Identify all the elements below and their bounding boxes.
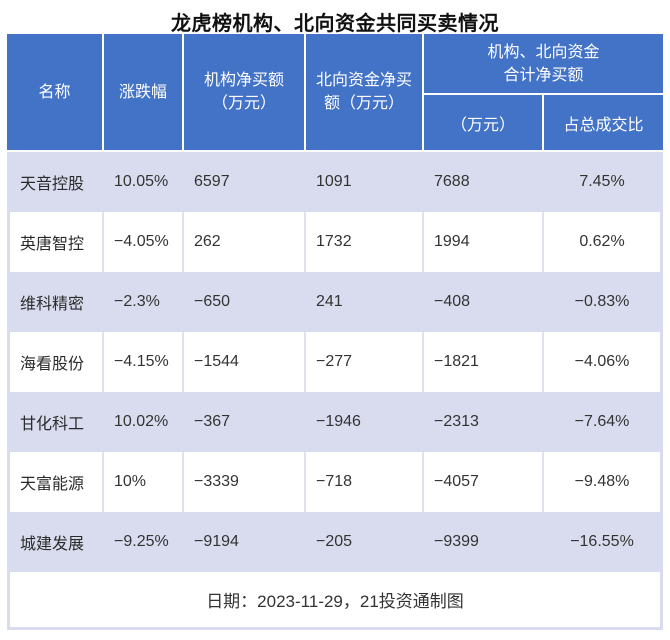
stock-name-cell: 天富能源 [10,452,104,512]
stock-name-cell: 城建发展 [20,536,85,553]
combined-net-cell: −408 [434,293,471,310]
stock-name-cell: 天音控股 [20,176,85,193]
table-row: 天富能源 10% −3339 −718 −4057 −9.48% [10,452,660,512]
turnover-ratio-cell: 7.45% [579,173,625,190]
institution-net-cell: 6597 [194,173,230,190]
change-percent-cell: −9.25% [114,533,169,550]
table-header: 名称 涨跌幅 机构净买额 （万元） 北向资金净买 额（万元） 机构、北向资金 合… [7,34,663,152]
northbound-net-cell: −718 [306,452,424,512]
turnover-ratio-cell: −7.64% [574,413,630,430]
table-row: 天音控股 10.05% 6597 1091 7688 7.45% [10,152,660,212]
column-header-turnover-ratio: 占总成交比 [563,116,644,134]
table-row: 甘化科工 10.02% −367 −1946 −2313 −7.64% [10,392,660,452]
stocks-table: 名称 涨跌幅 机构净买额 （万元） 北向资金净买 额（万元） 机构、北向资金 合… [7,34,663,630]
institution-net-cell: −1544 [184,332,306,392]
turnover-ratio-cell: −4.06% [574,353,630,370]
combined-net-cell: −4057 [424,452,544,512]
institution-net-cell: −650 [194,293,231,310]
column-header-change: 涨跌幅 [104,34,184,150]
column-header-combined-subrow: （万元） 占总成交比 [424,95,663,150]
northbound-net-cell: 1732 [306,212,424,272]
table-footer-date: 日期：2023-11-29，21投资通制图 [10,572,660,627]
table-row: 海看股份 −4.15% −1544 −277 −1821 −4.06% [10,332,660,392]
page-title: 龙虎榜机构、北向资金共同买卖情况 [171,13,499,35]
change-percent-cell: 10.02% [114,413,169,430]
northbound-net-cell: 1091 [316,173,352,190]
column-header-name: 名称 [7,34,104,150]
northbound-net-cell: −277 [306,332,424,392]
combined-net-cell: 7688 [434,173,470,190]
column-header-institution-net-buy: 机构净买额 （万元） [184,34,306,150]
institution-net-cell: −3339 [184,452,306,512]
combined-net-cell: −2313 [434,413,479,430]
stock-name-cell: 海看股份 [10,332,104,392]
table-row: 维科精密 −2.3% −650 241 −408 −0.83% [10,272,660,332]
table-row: 英唐智控 −4.05% 262 1732 1994 0.62% [10,212,660,272]
combined-net-cell: −9399 [434,533,479,550]
northbound-net-cell: 241 [316,293,343,310]
northbound-net-cell: −205 [316,533,353,550]
stock-name-cell: 维科精密 [20,296,85,313]
northbound-net-cell: −1946 [316,413,361,430]
combined-net-cell: −1821 [424,332,544,392]
change-percent-cell: −4.05% [104,212,184,272]
stock-name-cell: 英唐智控 [10,212,104,272]
table-body: 天音控股 10.05% 6597 1091 7688 7.45% 英唐智控 −4… [7,152,663,630]
institution-net-cell: −9194 [194,533,239,550]
turnover-ratio-cell: −9.48% [574,473,630,490]
column-header-northbound-net-buy: 北向资金净买 额（万元） [306,34,424,150]
column-header-combined-amount: （万元） [424,95,544,150]
table-row: 城建发展 −9.25% −9194 −205 −9399 −16.55% [10,512,660,572]
turnover-ratio-cell: 0.62% [579,233,625,250]
institution-net-cell: −367 [194,413,231,430]
change-percent-cell: 10% [104,452,184,512]
change-percent-cell: −4.15% [104,332,184,392]
change-percent-cell: 10.05% [114,173,169,190]
column-header-combined-label: 机构、北向资金 合计净买额 [424,34,663,95]
turnover-ratio-cell: −0.83% [574,293,630,310]
turnover-ratio-cell: −16.55% [570,533,634,550]
institution-net-cell: 262 [184,212,306,272]
combined-net-cell: 1994 [424,212,544,272]
column-header-combined-group: 机构、北向资金 合计净买额 （万元） 占总成交比 [424,34,663,150]
stock-name-cell: 甘化科工 [20,416,85,433]
change-percent-cell: −2.3% [114,293,160,310]
